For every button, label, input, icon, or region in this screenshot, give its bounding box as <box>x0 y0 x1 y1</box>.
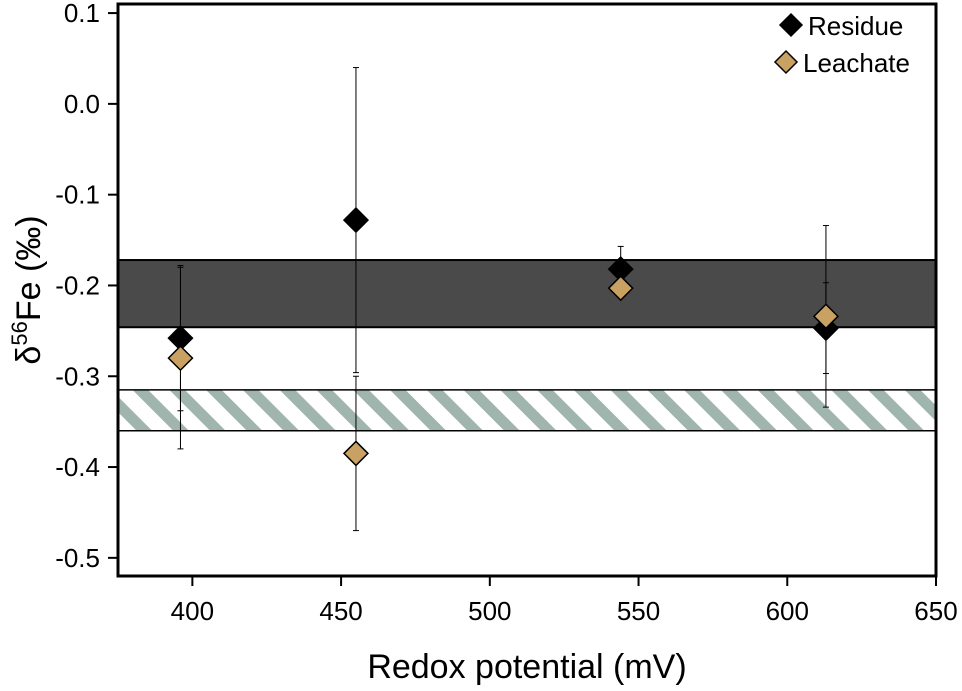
legend-entry-leachate: Leachate <box>773 48 910 78</box>
point-leachate <box>812 303 840 330</box>
legend: Residue Leachate <box>773 11 910 78</box>
legend-label-residue: Residue <box>808 11 903 41</box>
x-tick-label: 650 <box>914 596 957 626</box>
x-tick-label: 600 <box>766 596 809 626</box>
y-tick-label: 0.1 <box>64 0 100 28</box>
point-leachate <box>167 345 194 372</box>
y-axis-title-sup: 56 <box>7 321 32 345</box>
x-axis-title: Redox potential (mV) <box>367 648 686 686</box>
y-ticks: 0.1 0.0 -0.1 -0.2 -0.3 -0.4 -0.5 <box>55 0 118 573</box>
x-ticks: 400 450 500 550 600 650 <box>171 576 958 626</box>
y-axis-title-suffix: Fe (‰) <box>10 215 48 321</box>
y-tick-label: -0.4 <box>55 452 100 482</box>
y-tick-label: -0.5 <box>55 543 100 573</box>
point-leachate <box>607 275 634 302</box>
y-axis-title: δ56Fe (‰) <box>7 215 48 364</box>
y-tick-label: -0.3 <box>55 361 100 391</box>
point-leachate <box>342 440 370 467</box>
legend-marker-residue <box>778 12 804 38</box>
point-residue <box>342 207 370 234</box>
legend-entry-residue: Residue <box>778 11 903 41</box>
bands-layer <box>118 259 936 432</box>
y-tick-label: 0.0 <box>64 89 100 119</box>
plot-frame <box>116 2 938 578</box>
band-1 <box>118 389 936 431</box>
legend-label-leachate: Leachate <box>803 48 910 78</box>
band-0 <box>118 259 936 329</box>
points-layer <box>167 207 840 467</box>
y-tick-label: -0.1 <box>55 180 100 210</box>
x-tick-label: 400 <box>171 596 214 626</box>
y-tick-label: -0.2 <box>55 270 100 300</box>
legend-marker-leachate <box>773 49 799 75</box>
x-tick-label: 550 <box>617 596 660 626</box>
y-axis-title-prefix: δ <box>10 346 48 365</box>
x-tick-label: 450 <box>319 596 362 626</box>
x-tick-label: 500 <box>468 596 511 626</box>
